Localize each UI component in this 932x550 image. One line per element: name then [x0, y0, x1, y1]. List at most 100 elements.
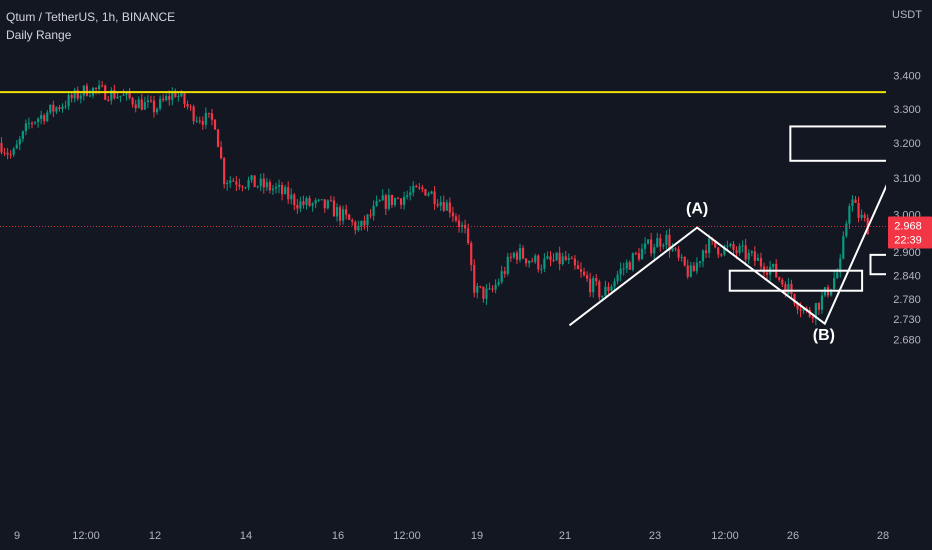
candle — [598, 279, 601, 301]
candle — [366, 213, 369, 232]
candle — [531, 257, 534, 263]
candle-body — [271, 188, 275, 191]
candle — [741, 240, 744, 253]
candle — [308, 195, 311, 208]
candle — [573, 255, 576, 270]
candle — [320, 199, 323, 201]
candle-body — [582, 271, 586, 276]
candle-body — [305, 198, 308, 205]
candle — [811, 314, 814, 323]
candle-body — [637, 253, 641, 260]
candle — [174, 88, 177, 98]
candle — [235, 176, 238, 191]
candle-body — [335, 207, 339, 217]
candle — [717, 246, 720, 259]
candle-body — [247, 180, 250, 188]
abc-wave-line[interactable] — [568, 181, 890, 327]
candle-body — [781, 279, 784, 285]
price-tick-label: 3.300 — [893, 104, 921, 116]
candle — [162, 94, 165, 103]
wave-label[interactable]: (A) — [686, 200, 708, 217]
candle-body — [537, 255, 540, 270]
candle-body — [296, 205, 299, 209]
candle — [448, 197, 451, 218]
candle-body — [189, 106, 192, 108]
candle-body — [759, 258, 763, 267]
candle — [37, 117, 40, 128]
candle — [250, 174, 253, 183]
candle-body — [421, 187, 424, 190]
candle-body — [366, 214, 369, 226]
candle-body — [387, 194, 390, 209]
candle-body — [451, 212, 454, 217]
candle — [497, 278, 500, 287]
candle-body — [101, 85, 104, 87]
candle-body — [381, 195, 384, 201]
candle-body — [137, 99, 140, 109]
time-tick-label: 14 — [240, 530, 252, 542]
candle — [354, 220, 357, 235]
candle-body — [500, 271, 503, 283]
candle — [787, 278, 790, 295]
candle — [271, 184, 275, 195]
candle-body — [262, 178, 265, 188]
candle-body — [842, 236, 845, 259]
candle — [146, 95, 149, 109]
candle-body — [113, 90, 116, 99]
candle-body — [726, 245, 729, 247]
candle-body — [695, 262, 698, 272]
candle-body — [445, 202, 448, 211]
candle — [680, 253, 683, 262]
candle — [839, 253, 842, 278]
candle — [631, 252, 634, 272]
candle — [433, 186, 436, 210]
candle-body — [207, 112, 210, 114]
candle-body — [689, 265, 692, 277]
zone-rectangle[interactable] — [728, 269, 864, 292]
candle-body — [403, 197, 406, 205]
candle — [232, 177, 235, 182]
candle — [49, 104, 52, 115]
time-tick-label: 9 — [14, 530, 20, 542]
candle-body — [439, 201, 442, 206]
candle — [302, 195, 305, 209]
candle — [549, 251, 552, 267]
candle-body — [604, 286, 607, 296]
wave-label[interactable]: (B) — [813, 327, 835, 344]
candle — [189, 104, 192, 112]
last-price-tag — [888, 216, 932, 249]
candle-body — [259, 178, 262, 187]
price-axis[interactable]: USDT3.4003.3003.2003.1003.0002.9002.8402… — [886, 0, 932, 550]
candle-body — [479, 286, 482, 288]
candle-body — [518, 248, 522, 260]
candle-body — [119, 95, 122, 97]
candle — [854, 195, 857, 204]
candle-body — [598, 281, 601, 298]
candle — [345, 204, 348, 220]
candle — [543, 253, 546, 273]
candle — [759, 252, 763, 271]
candle-body — [811, 316, 814, 319]
candle-body — [561, 256, 564, 265]
candle-body — [595, 278, 598, 282]
candle-body — [616, 274, 619, 282]
candle-body — [708, 238, 711, 254]
candle — [579, 262, 583, 278]
candle — [427, 191, 430, 197]
candle — [287, 181, 290, 204]
candle — [88, 89, 92, 98]
candle-body — [253, 175, 256, 188]
candle — [552, 253, 555, 263]
candle — [293, 192, 296, 211]
time-axis[interactable]: 9 12:00 12 14 16 12:00 19 21 23 12:00 26 28 — [0, 522, 932, 550]
candle-body — [701, 250, 705, 262]
candle — [94, 87, 98, 95]
symbol-title[interactable]: Qtum / TetherUS, 1h, BINANCE — [6, 10, 176, 24]
indicator-label[interactable]: Daily Range — [6, 28, 72, 42]
candle-body — [756, 258, 759, 261]
candle-body — [149, 100, 153, 102]
candle — [192, 104, 195, 125]
candle — [412, 181, 415, 197]
